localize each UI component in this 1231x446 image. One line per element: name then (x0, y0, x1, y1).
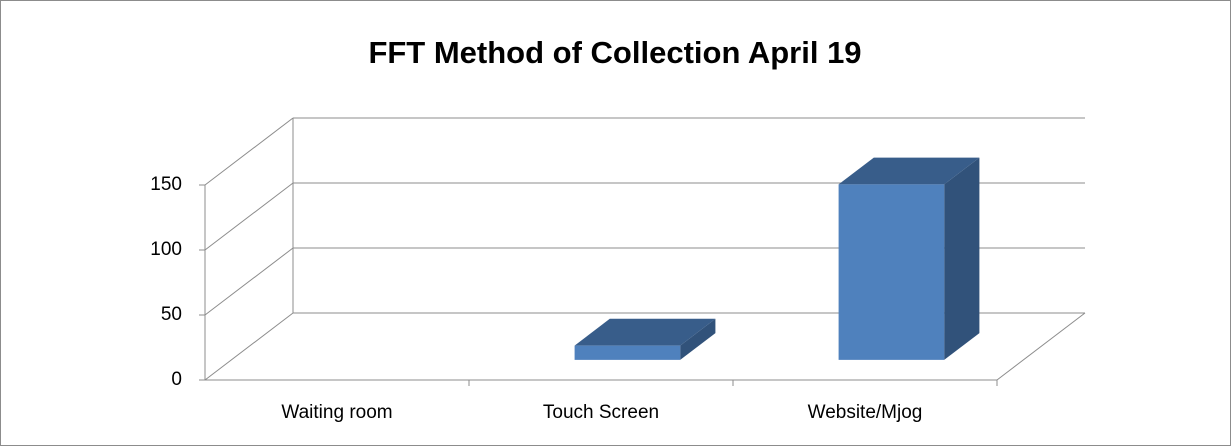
bar-side (944, 157, 980, 360)
bar-front (574, 345, 681, 360)
x-tick-label: Touch Screen (543, 402, 659, 423)
grid-line (204, 117, 294, 186)
y-tick-label: 100 (150, 239, 182, 260)
x-tick-label: Website/Mjog (808, 402, 923, 423)
bar-side (680, 318, 716, 360)
y-tick-label: 150 (150, 174, 182, 195)
bar (574, 318, 716, 360)
grid-line (204, 312, 294, 381)
chart-title: FFT Method of Collection April 19 (368, 35, 861, 70)
bar-front (838, 184, 945, 360)
floor-edge (996, 312, 1086, 381)
x-tick-label: Waiting room (281, 402, 392, 423)
y-tick-label: 50 (161, 304, 182, 325)
grid-line (204, 182, 294, 251)
bar-top (574, 318, 716, 346)
y-tick-label: 0 (171, 369, 182, 390)
bar-top (838, 157, 980, 185)
grid-line (204, 247, 294, 316)
bar (838, 157, 980, 360)
